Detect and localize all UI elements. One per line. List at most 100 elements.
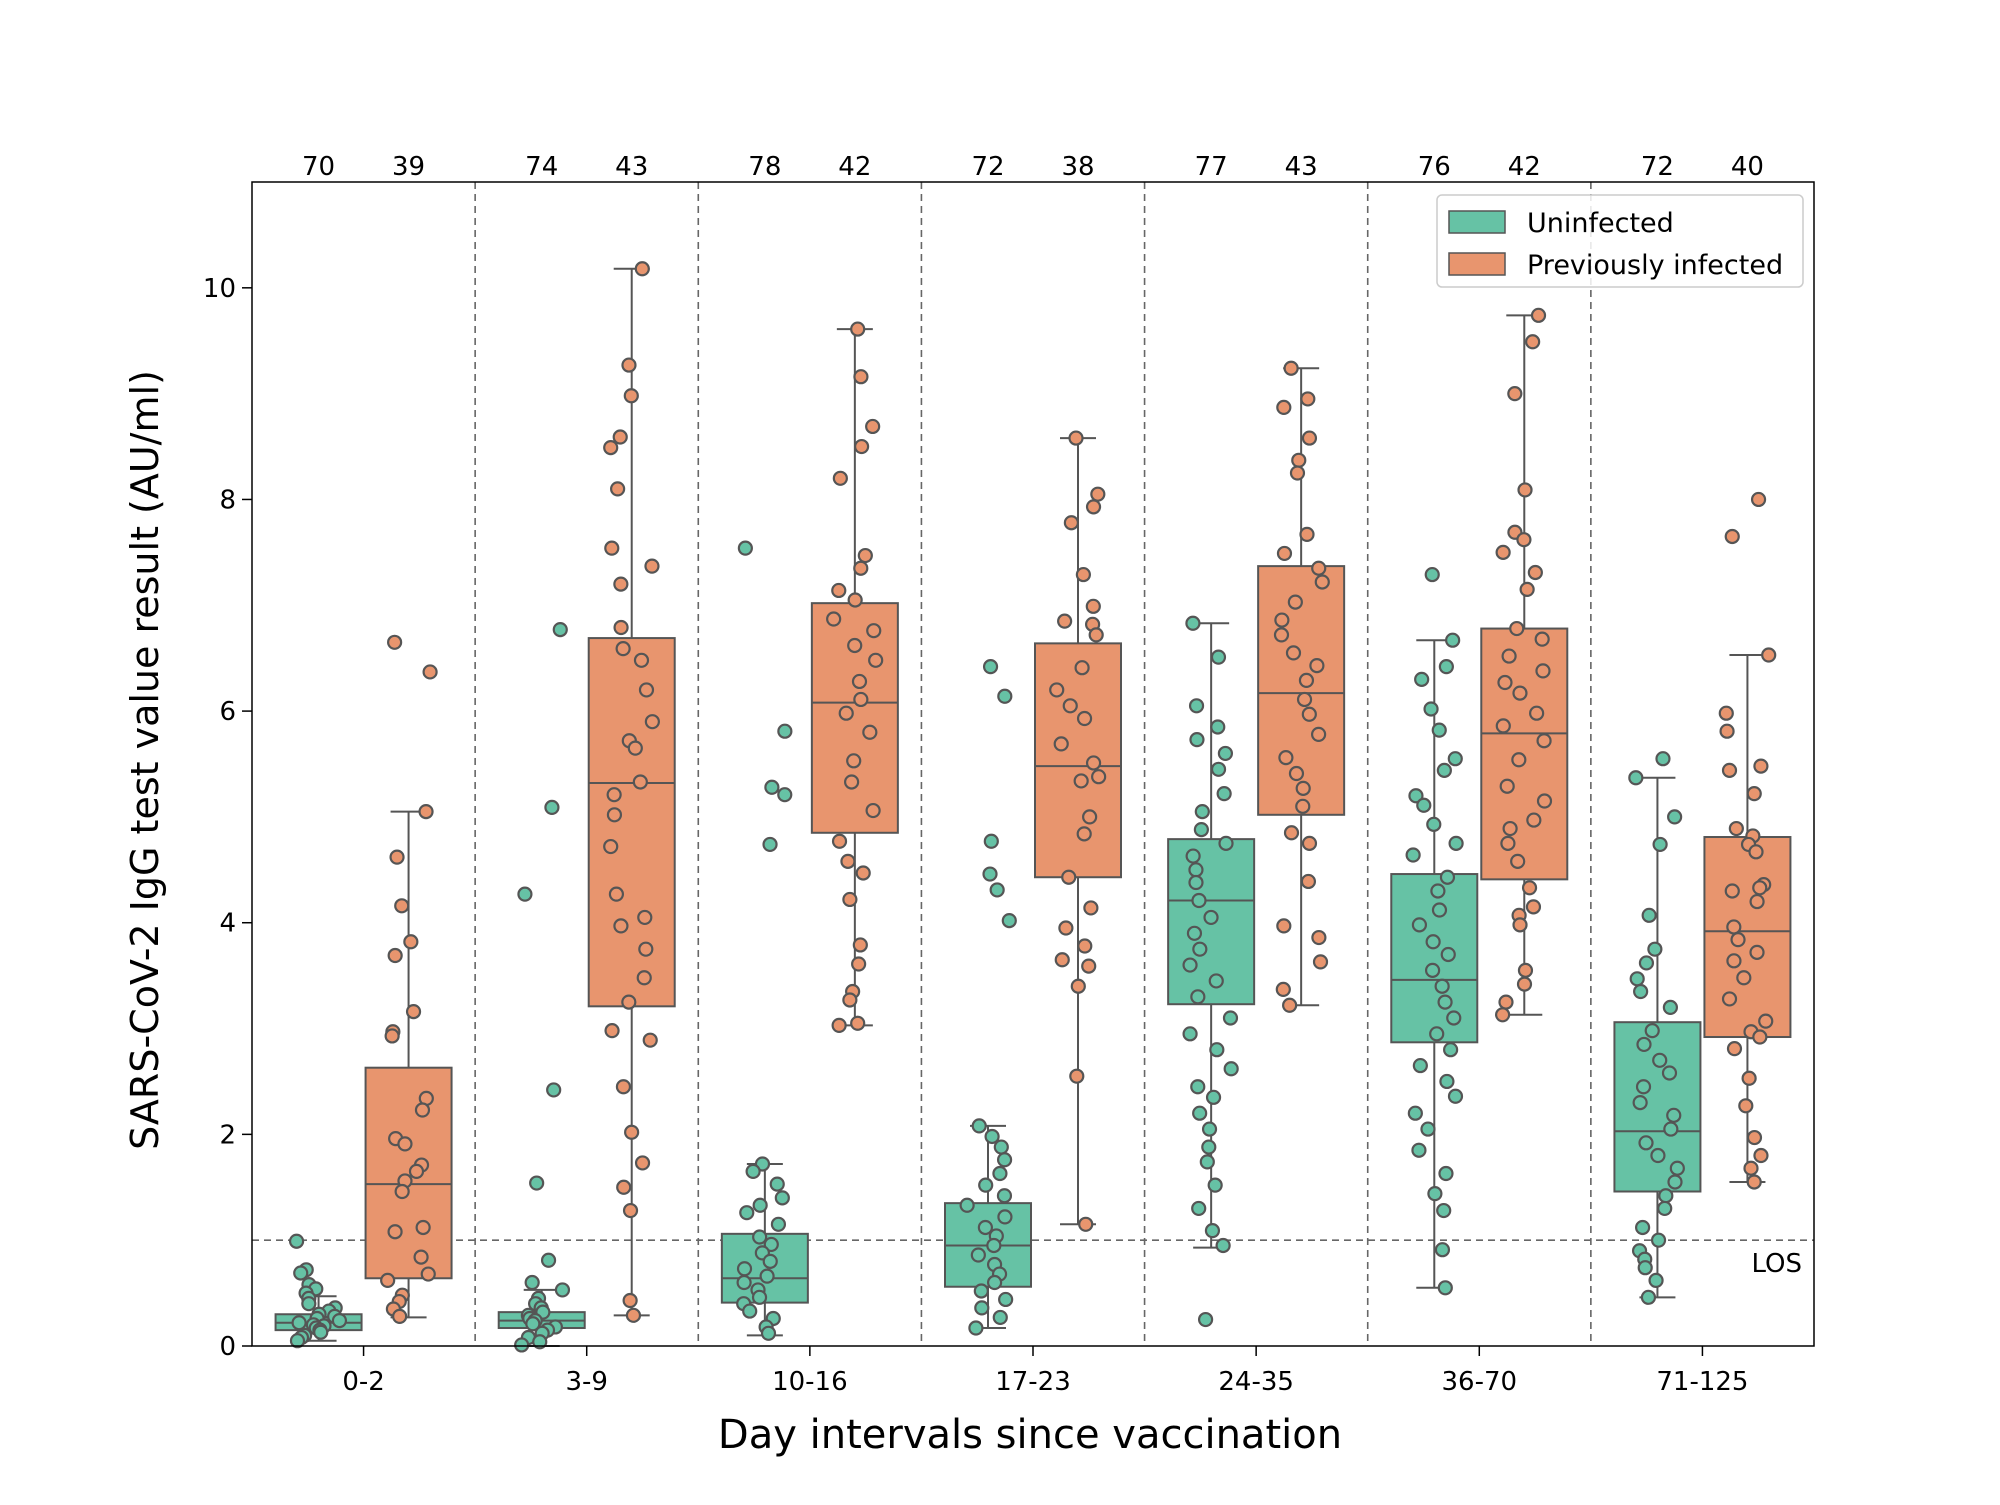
data-point — [392, 1308, 408, 1324]
legend-box — [1436, 194, 1804, 288]
data-point — [1638, 955, 1655, 971]
data-point — [1090, 486, 1106, 502]
data-point — [970, 1247, 986, 1263]
data-point — [1431, 902, 1448, 918]
data-point — [832, 470, 848, 486]
data-point — [1054, 952, 1070, 968]
data-point — [394, 1183, 410, 1200]
x-tick-label: 10-16 — [772, 1367, 848, 1397]
data-point — [1526, 812, 1542, 828]
data-point — [850, 1015, 866, 1031]
data-point — [986, 1237, 1002, 1254]
data-point — [1077, 938, 1093, 954]
data-point — [1185, 848, 1201, 864]
data-point — [1511, 752, 1527, 768]
data-point — [1495, 1007, 1511, 1023]
data-point — [855, 865, 871, 881]
data-point — [420, 1266, 436, 1282]
data-point — [774, 1190, 790, 1206]
data-point — [759, 1268, 775, 1284]
data-point — [633, 652, 650, 668]
data-point — [1753, 1147, 1769, 1164]
data-point — [1439, 1073, 1455, 1090]
count-label: 42 — [1508, 152, 1541, 182]
data-point — [1091, 769, 1107, 785]
data-point — [1423, 701, 1439, 717]
data-point — [1749, 893, 1765, 910]
data-point — [1517, 962, 1534, 978]
data-point — [770, 1216, 787, 1232]
y-tick-label: 0 — [219, 1332, 236, 1362]
data-point — [777, 723, 793, 739]
data-point — [1411, 1142, 1427, 1158]
data-point — [862, 724, 878, 740]
data-point — [1527, 564, 1543, 581]
data-point — [1430, 883, 1446, 899]
data-point — [1657, 1200, 1673, 1217]
data-point — [1431, 722, 1447, 738]
data-point — [554, 1282, 571, 1298]
data-point — [1197, 1311, 1214, 1328]
data-point — [1741, 1070, 1757, 1086]
data-point — [847, 637, 863, 654]
data-point — [642, 1032, 658, 1048]
data-point — [1440, 946, 1456, 963]
data-point — [1001, 913, 1017, 929]
data-point — [1191, 1200, 1207, 1217]
legend[interactable]: Uninfected Previously infected — [1436, 194, 1804, 288]
data-point — [644, 714, 660, 730]
data-point — [1509, 620, 1525, 637]
data-point — [1069, 1068, 1085, 1084]
count-label: 78 — [748, 152, 781, 182]
data-point — [627, 740, 643, 756]
data-point — [1205, 1089, 1222, 1105]
data-point — [1188, 698, 1205, 714]
data-point — [1192, 1105, 1208, 1121]
data-point — [1510, 853, 1526, 869]
data-point — [1070, 978, 1086, 994]
data-point — [831, 1017, 847, 1033]
data-point — [1189, 732, 1205, 748]
data-point — [1437, 994, 1453, 1010]
data-point — [1721, 991, 1738, 1007]
data-point — [1057, 613, 1073, 629]
data-point — [405, 1004, 422, 1020]
count-label: 72 — [971, 152, 1004, 182]
data-point — [1629, 971, 1645, 987]
data-point — [1517, 482, 1533, 498]
data-point — [1075, 566, 1091, 583]
data-point — [613, 918, 629, 934]
data-point — [842, 891, 858, 908]
data-point — [613, 576, 629, 592]
count-label: 76 — [1418, 152, 1451, 182]
data-point — [289, 1333, 306, 1349]
data-point — [1443, 1042, 1459, 1058]
data-point — [1078, 1216, 1094, 1232]
data-point — [1276, 399, 1292, 415]
data-point — [866, 623, 882, 639]
data-point — [293, 1265, 309, 1281]
data-point — [1314, 574, 1330, 590]
data-point — [1082, 809, 1098, 825]
data-point — [415, 1219, 431, 1236]
box-previously-infected-71-125 — [1703, 836, 1792, 1039]
data-point — [1312, 954, 1329, 970]
x-tick-label: 36-70 — [1442, 1367, 1518, 1397]
data-point — [529, 1175, 545, 1191]
data-point — [1208, 973, 1224, 989]
data-point — [1497, 674, 1513, 691]
legend-swatch — [1448, 252, 1506, 276]
data-point — [1748, 844, 1764, 860]
data-point — [1628, 770, 1644, 786]
data-point — [1278, 750, 1294, 766]
data-point — [1495, 718, 1511, 734]
count-label: 70 — [302, 152, 335, 182]
data-point — [1061, 869, 1077, 885]
data-point — [517, 886, 533, 902]
data-point — [634, 1155, 651, 1171]
data-point — [644, 558, 660, 574]
data-point — [1662, 999, 1678, 1015]
box-previously-infected-17-23 — [1034, 642, 1122, 879]
los-label: LOS — [1751, 1249, 1802, 1279]
data-point — [1724, 528, 1740, 545]
